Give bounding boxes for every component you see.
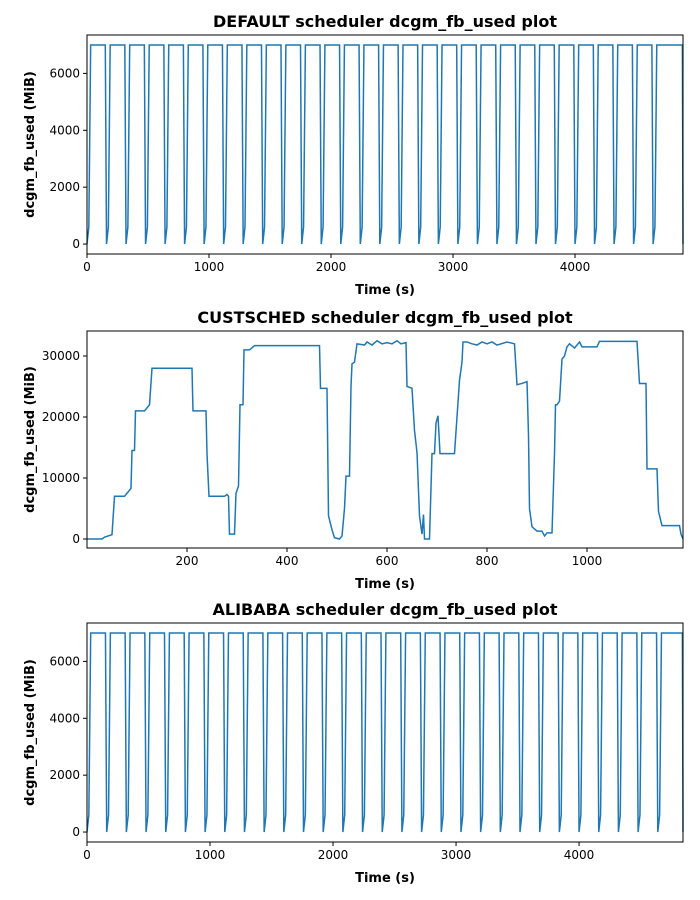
x-tick-label: 2000 (318, 848, 349, 862)
x-tick-label: 2000 (316, 260, 347, 274)
x-tick-label: 600 (376, 554, 399, 568)
y-tick-label: 30000 (42, 349, 80, 363)
y-tick-label: 0 (72, 825, 80, 839)
x-tick-label: 4000 (564, 848, 595, 862)
y-tick-label: 0 (72, 532, 80, 546)
y-tick-label: 20000 (42, 410, 80, 424)
y-tick-label: 2000 (49, 768, 80, 782)
data-line (87, 339, 684, 540)
x-tick-label: 4000 (560, 260, 591, 274)
data-line (86, 44, 684, 245)
data-line (86, 632, 684, 833)
chart-title: CUSTSCHED scheduler dcgm_fb_used plot (197, 308, 573, 327)
chart-title: ALIBABA scheduler dcgm_fb_used plot (213, 600, 558, 619)
x-tick-label: 1000 (194, 260, 225, 274)
x-tick-label: 200 (176, 554, 199, 568)
y-axis-label: dcgm_fb_used (MiB) (23, 366, 38, 513)
x-tick-label: 400 (276, 554, 299, 568)
y-tick-label: 2000 (49, 180, 80, 194)
y-tick-label: 6000 (49, 654, 80, 668)
y-tick-label: 6000 (49, 66, 80, 80)
axes-frame (86, 34, 684, 255)
x-tick-label: 1000 (195, 848, 226, 862)
x-tick-label: 800 (476, 554, 499, 568)
axes-frame (86, 622, 684, 843)
x-axis-label: Time (s) (355, 283, 415, 298)
y-axis-label: dcgm_fb_used (MiB) (23, 659, 38, 806)
x-tick-label: 0 (83, 848, 91, 862)
y-tick-label: 4000 (49, 711, 80, 725)
axes-frame (86, 330, 684, 549)
x-axis-label: Time (s) (355, 871, 415, 886)
chart-title: DEFAULT scheduler dcgm_fb_used plot (213, 12, 557, 31)
x-tick-label: 3000 (441, 848, 472, 862)
x-tick-label: 3000 (438, 260, 469, 274)
x-tick-label: 1000 (572, 554, 603, 568)
x-axis-label: Time (s) (355, 577, 415, 592)
x-tick-label: 0 (83, 260, 91, 274)
y-tick-label: 4000 (49, 123, 80, 137)
y-tick-label: 0 (72, 237, 80, 251)
y-axis-label: dcgm_fb_used (MiB) (23, 71, 38, 218)
y-tick-label: 10000 (42, 471, 80, 485)
